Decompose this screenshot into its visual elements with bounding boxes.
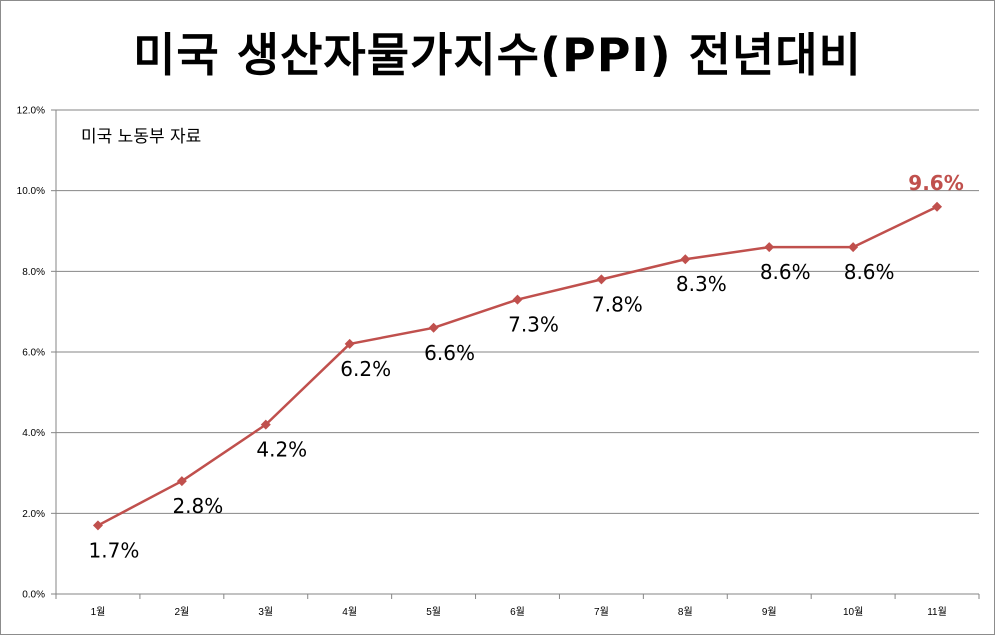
data-label: 6.2% (340, 357, 391, 381)
x-tick-label: 11월 (927, 606, 947, 618)
data-point-marker (932, 201, 943, 212)
y-tick-label: 0.0% (22, 590, 45, 601)
x-tick-label: 5월 (426, 606, 441, 618)
data-point-marker (428, 322, 439, 333)
data-labels: 1.7% 2.8% 4.2% 6.2% 6.6% 7.3% 7.8% 8.3% 8.6% 8.6%… (89, 171, 964, 563)
y-tick-label: 2.0% (22, 509, 45, 520)
x-tick-label: 8월 (678, 606, 693, 618)
y-tick-label: 4.0% (22, 428, 45, 439)
data-label: 4.2% (256, 438, 307, 462)
x-axis-tick-labels: 1월 2월 3월 4월 5월 6월 7월 8월 9월 10월 11월 (91, 606, 947, 618)
gridlines (56, 109, 979, 514)
series-line (97, 205, 938, 527)
y-axis-tick-labels: 0.0% 2.0% 4.0% 6.0% 8.0% 10.0% 12.0% (17, 106, 45, 601)
x-tick-label: 4월 (342, 606, 357, 618)
y-tick-label: 8.0% (22, 267, 45, 278)
x-tick-label: 2월 (174, 606, 189, 618)
x-tick-label: 1월 (91, 606, 106, 618)
data-point-marker (260, 419, 271, 430)
data-label: 8.6% (844, 260, 895, 284)
x-tick-label: 7월 (594, 606, 609, 618)
series-ppi (92, 201, 943, 531)
x-tick-label: 3월 (258, 606, 273, 618)
data-point-marker (176, 476, 187, 487)
data-label: 2.8% (172, 494, 223, 518)
data-label: 8.3% (676, 272, 727, 296)
data-label: 7.8% (592, 292, 643, 316)
data-label: 6.6% (424, 341, 475, 365)
x-tick-label: 9월 (762, 606, 777, 618)
data-point-marker (848, 242, 859, 253)
source-annotation: 미국 노동부 자료 (81, 127, 201, 147)
data-point-marker (596, 274, 607, 285)
x-tick-label: 10월 (843, 606, 863, 618)
data-point-marker (680, 254, 691, 265)
data-label: 1.7% (89, 538, 140, 562)
x-tick-label: 6월 (510, 606, 525, 618)
chart-title: 미국 생산자물가지수(PPI) 전년대비 (133, 28, 862, 82)
data-point-marker (344, 338, 355, 349)
data-label: 8.6% (760, 260, 811, 284)
data-point-marker (92, 520, 103, 531)
data-label: 9.6% (908, 171, 963, 195)
y-tick-label: 12.0% (17, 106, 45, 117)
data-label: 7.3% (508, 313, 559, 337)
y-tick-label: 10.0% (17, 186, 45, 197)
data-point-marker (764, 242, 775, 253)
axes (51, 109, 980, 599)
y-tick-label: 6.0% (22, 348, 45, 359)
data-point-marker (512, 294, 523, 305)
